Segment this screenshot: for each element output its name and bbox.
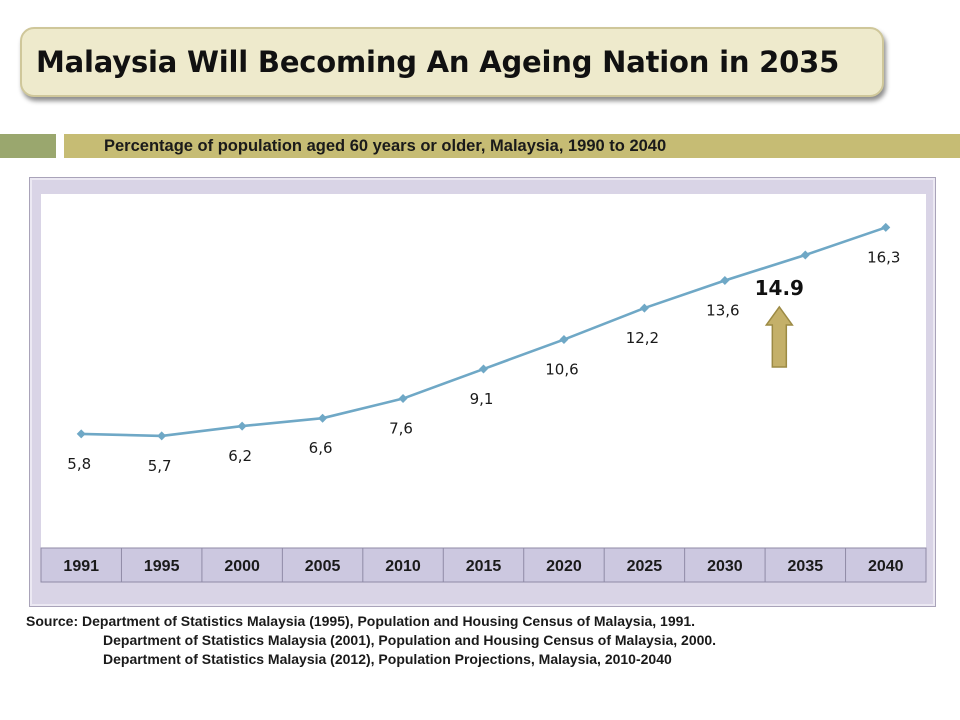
source-line-1: Department of Statistics Malaysia (1995)… <box>82 613 696 629</box>
decorative-band-right <box>64 134 960 158</box>
data-label: 12,2 <box>626 329 659 347</box>
data-label: 16,3 <box>867 248 900 266</box>
category-axis-band <box>40 547 927 583</box>
decorative-band-left <box>0 134 56 158</box>
x-tick-label: 2025 <box>627 558 663 575</box>
x-tick-label: 1991 <box>63 558 99 575</box>
up-arrow-icon <box>764 305 794 368</box>
x-tick-label: 2015 <box>466 558 502 575</box>
data-point <box>639 303 649 313</box>
page-title: Malaysia Will Becoming An Ageing Nation … <box>36 45 840 79</box>
data-point <box>479 364 488 374</box>
data-label: 5,7 <box>148 457 172 475</box>
source-note: Source: Department of Statistics Malaysi… <box>26 612 716 669</box>
data-label: 7,6 <box>389 420 413 438</box>
data-point <box>398 394 408 404</box>
data-point <box>800 250 810 260</box>
data-point <box>157 431 167 441</box>
data-point <box>318 413 328 423</box>
data-label: 6,2 <box>228 447 252 465</box>
data-label: 13,6 <box>706 302 739 320</box>
chart-subtitle: Percentage of population aged 60 years o… <box>104 137 667 155</box>
data-point <box>76 429 86 439</box>
source-line-3: Department of Statistics Malaysia (2012)… <box>103 651 672 667</box>
x-tick-label: 2040 <box>868 558 904 575</box>
source-line-2: Department of Statistics Malaysia (2001)… <box>103 632 717 648</box>
data-label: 5,8 <box>67 455 91 473</box>
data-label: 9,1 <box>470 390 494 408</box>
data-point <box>237 421 247 431</box>
data-label: 10,6 <box>545 361 578 379</box>
data-point <box>881 222 891 232</box>
title-banner: Malaysia Will Becoming An Ageing Nation … <box>20 27 884 97</box>
x-tick-label: 2035 <box>788 558 824 575</box>
x-tick-label: 1995 <box>144 558 180 575</box>
data-point <box>720 276 730 286</box>
x-tick-label: 2020 <box>546 558 582 575</box>
x-tick-label: 2030 <box>707 558 743 575</box>
chart-frame: 1991 1995 2000 2005 2010 2015 2020 2025 2030 2035… <box>29 177 936 607</box>
x-tick-label: 2010 <box>385 558 421 575</box>
line-chart: 1991 1995 2000 2005 2010 2015 2020 2025 2030 2035… <box>40 194 927 583</box>
data-point <box>559 335 569 345</box>
source-label: Source: <box>26 613 79 629</box>
annotation-label: 14.9 <box>755 276 804 300</box>
x-tick-label: 2000 <box>224 558 260 575</box>
x-tick-label: 2005 <box>305 558 341 575</box>
data-label: 6,6 <box>309 439 333 457</box>
